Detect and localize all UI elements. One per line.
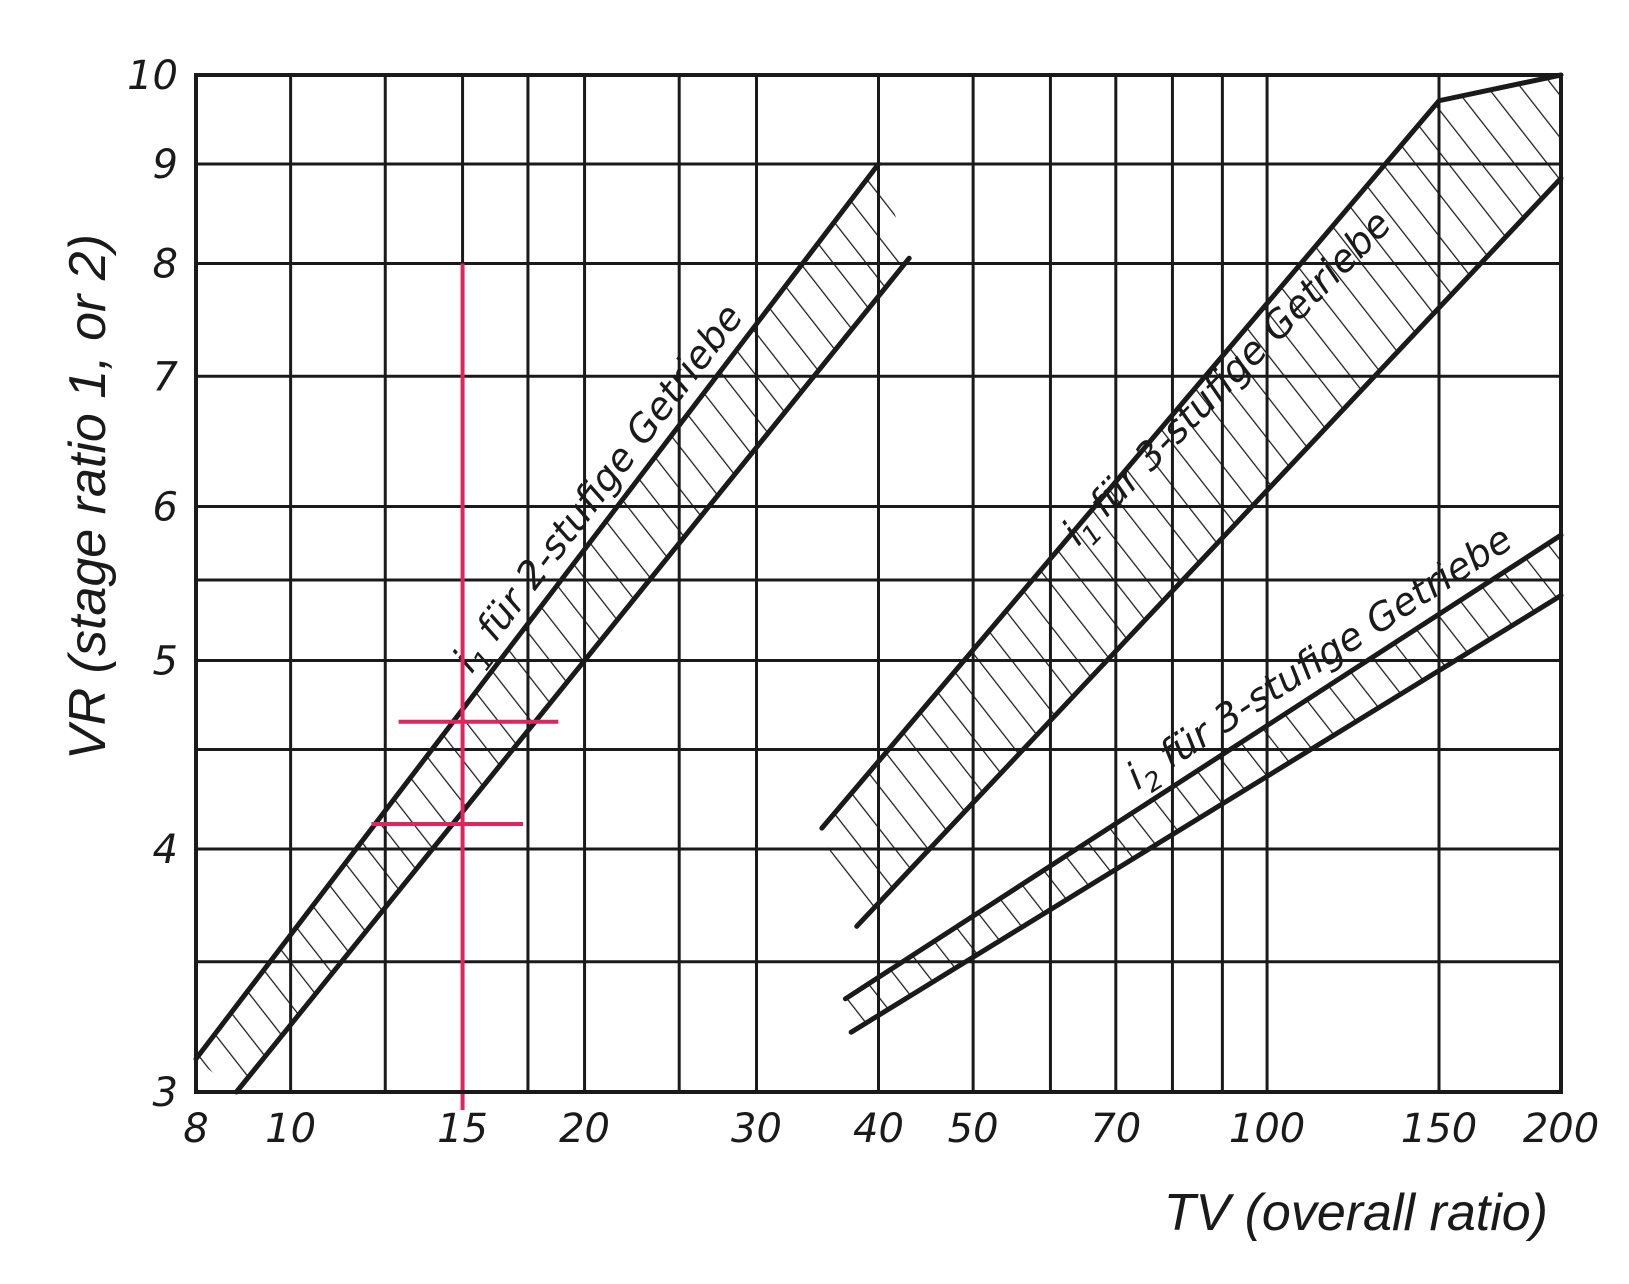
y-tick-label: 9	[153, 142, 178, 188]
y-tick-label: 5	[153, 639, 178, 685]
y-tick-label: 4	[153, 827, 178, 873]
band-hatch	[845, 535, 1561, 1033]
band-upper-edge	[842, 532, 1564, 1002]
x-tick-label: 20	[559, 1106, 610, 1152]
x-tick-label: 150	[1401, 1106, 1477, 1152]
x-axis-title: TV (overall ratio)	[1164, 1184, 1548, 1242]
band-lower-edge	[848, 592, 1564, 1035]
y-tick-label: 10	[127, 53, 178, 99]
plot-frame	[194, 73, 1563, 1094]
y-tick-label: 7	[153, 354, 179, 400]
y-tick-label: 6	[153, 484, 178, 530]
y-tick-label: 3	[153, 1070, 178, 1116]
x-tick-label: 50	[948, 1106, 999, 1152]
x-tick-label: 100	[1229, 1106, 1305, 1152]
band-hatch	[821, 75, 1561, 927]
band-hatch	[196, 163, 910, 1092]
annotations	[371, 263, 559, 1110]
x-tick-label: 30	[731, 1106, 782, 1152]
x-tick-label: 200	[1523, 1106, 1599, 1152]
y-axis-title: VR (stage ratio 1, or 2)	[59, 234, 117, 760]
x-tick-label: 8	[183, 1106, 208, 1152]
band-upper-edge	[819, 72, 1564, 831]
band-lower-edge	[854, 175, 1564, 929]
x-tick-label: 10	[265, 1106, 316, 1152]
band-upper-edge	[193, 161, 881, 1062]
x-tick-label: 15	[437, 1106, 488, 1152]
x-tick-label: 70	[1090, 1106, 1141, 1152]
tick-labels: 8 10 15 20 30 40 50 70 100 150 200 3 4 5 6 7 8 9 10	[127, 53, 1599, 1152]
band-lower-edge	[233, 255, 912, 1095]
y-tick-label: 8	[153, 241, 178, 287]
x-tick-label: 40	[853, 1106, 904, 1152]
